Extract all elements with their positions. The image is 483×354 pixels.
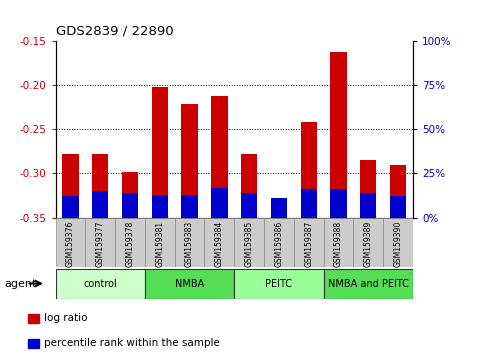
Bar	[324, 218, 354, 267]
Bar	[330, 189, 347, 218]
Bar	[271, 198, 287, 218]
Bar	[390, 196, 406, 218]
Text: agent: agent	[5, 279, 37, 289]
Bar	[28, 314, 39, 323]
Bar	[354, 218, 383, 267]
Bar	[300, 189, 317, 218]
Text: GSM159386: GSM159386	[274, 221, 284, 267]
Bar	[241, 193, 257, 218]
Bar	[56, 269, 145, 298]
Bar	[62, 154, 79, 218]
Bar	[152, 87, 168, 218]
Bar	[271, 198, 287, 218]
Bar	[92, 154, 108, 218]
Bar	[211, 96, 227, 218]
Text: GSM159389: GSM159389	[364, 221, 373, 267]
Bar	[234, 218, 264, 267]
Bar	[56, 218, 85, 267]
Bar	[28, 339, 39, 348]
Text: GSM159384: GSM159384	[215, 221, 224, 267]
Bar	[330, 52, 347, 218]
Text: NMBA: NMBA	[175, 279, 204, 289]
Bar	[204, 218, 234, 267]
Bar	[122, 172, 138, 218]
Text: GSM159381: GSM159381	[156, 221, 164, 267]
Bar	[324, 269, 413, 298]
Text: percentile rank within the sample: percentile rank within the sample	[44, 338, 220, 348]
Text: NMBA and PEITC: NMBA and PEITC	[328, 279, 409, 289]
Bar	[264, 218, 294, 267]
Text: log ratio: log ratio	[44, 313, 87, 323]
Text: GDS2839 / 22890: GDS2839 / 22890	[56, 24, 173, 37]
Text: GSM159377: GSM159377	[96, 221, 105, 267]
Text: GSM159376: GSM159376	[66, 221, 75, 267]
Bar	[92, 191, 108, 218]
Text: GSM159388: GSM159388	[334, 221, 343, 267]
Text: GSM159378: GSM159378	[126, 221, 134, 267]
Bar	[182, 104, 198, 218]
Bar	[360, 160, 376, 218]
Text: GSM159387: GSM159387	[304, 221, 313, 267]
Bar	[115, 218, 145, 267]
Bar	[152, 195, 168, 218]
Bar	[294, 218, 324, 267]
Text: GSM159390: GSM159390	[394, 221, 402, 267]
Bar	[383, 218, 413, 267]
Bar	[300, 122, 317, 218]
Bar	[122, 193, 138, 218]
Bar	[234, 269, 324, 298]
Bar	[145, 218, 175, 267]
Bar	[175, 218, 204, 267]
Text: GSM159383: GSM159383	[185, 221, 194, 267]
Text: control: control	[84, 279, 117, 289]
Text: PEITC: PEITC	[266, 279, 292, 289]
Text: GSM159385: GSM159385	[245, 221, 254, 267]
Bar	[241, 154, 257, 218]
Bar	[145, 269, 234, 298]
Bar	[360, 193, 376, 218]
Bar	[62, 196, 79, 218]
Bar	[182, 195, 198, 218]
Bar	[85, 218, 115, 267]
Bar	[390, 165, 406, 218]
Bar	[211, 188, 227, 218]
